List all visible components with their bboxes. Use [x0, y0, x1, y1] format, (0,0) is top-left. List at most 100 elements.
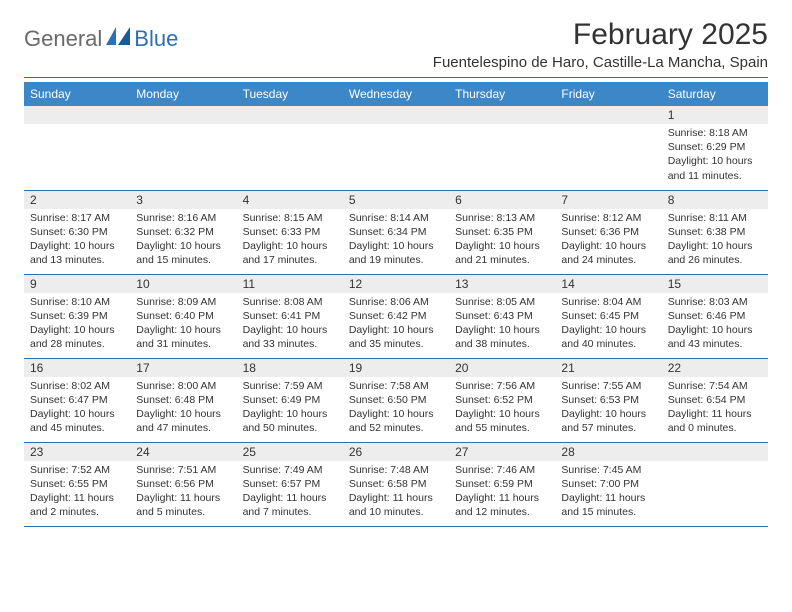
calendar-day-cell: 2Sunrise: 8:17 AMSunset: 6:30 PMDaylight…: [24, 190, 130, 274]
calendar-day-cell: 20Sunrise: 7:56 AMSunset: 6:52 PMDayligh…: [449, 358, 555, 442]
sunset-line: Sunset: 6:34 PM: [349, 225, 443, 239]
day-number: 16: [24, 359, 130, 377]
day-detail: Sunrise: 8:03 AMSunset: 6:46 PMDaylight:…: [662, 293, 768, 356]
day-number: 9: [24, 275, 130, 293]
sunset-line: Sunset: 6:40 PM: [136, 309, 230, 323]
daylight-line: Daylight: 10 hours and 15 minutes.: [136, 239, 230, 267]
sunrise-line: Sunrise: 7:49 AM: [243, 463, 337, 477]
calendar-day-cell: [343, 106, 449, 190]
page-title: February 2025: [433, 18, 768, 52]
sunset-line: Sunset: 6:52 PM: [455, 393, 549, 407]
sunset-line: Sunset: 6:54 PM: [668, 393, 762, 407]
day-detail: Sunrise: 7:54 AMSunset: 6:54 PMDaylight:…: [662, 377, 768, 440]
sunset-line: Sunset: 6:38 PM: [668, 225, 762, 239]
calendar-page: General Blue February 2025 Fuentelespino…: [0, 0, 792, 527]
calendar-day-cell: 5Sunrise: 8:14 AMSunset: 6:34 PMDaylight…: [343, 190, 449, 274]
logo: General Blue: [24, 26, 178, 52]
day-number: 17: [130, 359, 236, 377]
sunrise-line: Sunrise: 8:05 AM: [455, 295, 549, 309]
daylight-line: Daylight: 11 hours and 0 minutes.: [668, 407, 762, 435]
day-number: 5: [343, 191, 449, 209]
day-number-empty: [237, 106, 343, 124]
calendar-day-cell: 17Sunrise: 8:00 AMSunset: 6:48 PMDayligh…: [130, 358, 236, 442]
calendar-day-cell: [449, 106, 555, 190]
calendar-day-cell: 13Sunrise: 8:05 AMSunset: 6:43 PMDayligh…: [449, 274, 555, 358]
day-number: 6: [449, 191, 555, 209]
sunrise-line: Sunrise: 8:06 AM: [349, 295, 443, 309]
sunset-line: Sunset: 6:50 PM: [349, 393, 443, 407]
day-number: 8: [662, 191, 768, 209]
title-block: February 2025 Fuentelespino de Haro, Cas…: [433, 18, 768, 71]
daylight-line: Daylight: 10 hours and 40 minutes.: [561, 323, 655, 351]
calendar-day-cell: 6Sunrise: 8:13 AMSunset: 6:35 PMDaylight…: [449, 190, 555, 274]
sunrise-line: Sunrise: 8:00 AM: [136, 379, 230, 393]
calendar-day-cell: 9Sunrise: 8:10 AMSunset: 6:39 PMDaylight…: [24, 274, 130, 358]
daylight-line: Daylight: 10 hours and 19 minutes.: [349, 239, 443, 267]
sunset-line: Sunset: 6:48 PM: [136, 393, 230, 407]
calendar-table: Sunday Monday Tuesday Wednesday Thursday…: [24, 82, 768, 526]
day-detail: Sunrise: 7:55 AMSunset: 6:53 PMDaylight:…: [555, 377, 661, 440]
day-number: 27: [449, 443, 555, 461]
day-number: 7: [555, 191, 661, 209]
calendar-day-cell: 25Sunrise: 7:49 AMSunset: 6:57 PMDayligh…: [237, 442, 343, 526]
sunrise-line: Sunrise: 8:13 AM: [455, 211, 549, 225]
calendar-day-cell: 8Sunrise: 8:11 AMSunset: 6:38 PMDaylight…: [662, 190, 768, 274]
calendar-day-cell: 27Sunrise: 7:46 AMSunset: 6:59 PMDayligh…: [449, 442, 555, 526]
sunset-line: Sunset: 6:29 PM: [668, 140, 762, 154]
daylight-line: Daylight: 10 hours and 33 minutes.: [243, 323, 337, 351]
calendar-day-cell: [237, 106, 343, 190]
sunset-line: Sunset: 6:32 PM: [136, 225, 230, 239]
day-number-empty: [130, 106, 236, 124]
day-detail: Sunrise: 7:59 AMSunset: 6:49 PMDaylight:…: [237, 377, 343, 440]
sunset-line: Sunset: 6:46 PM: [668, 309, 762, 323]
sunrise-line: Sunrise: 7:56 AM: [455, 379, 549, 393]
day-detail: Sunrise: 8:04 AMSunset: 6:45 PMDaylight:…: [555, 293, 661, 356]
day-number: 26: [343, 443, 449, 461]
sunrise-line: Sunrise: 7:54 AM: [668, 379, 762, 393]
day-detail: Sunrise: 8:08 AMSunset: 6:41 PMDaylight:…: [237, 293, 343, 356]
weekday-header: Wednesday: [343, 82, 449, 106]
daylight-line: Daylight: 11 hours and 2 minutes.: [30, 491, 124, 519]
sunrise-line: Sunrise: 8:17 AM: [30, 211, 124, 225]
calendar-day-cell: [555, 106, 661, 190]
calendar-week-row: 16Sunrise: 8:02 AMSunset: 6:47 PMDayligh…: [24, 358, 768, 442]
sunset-line: Sunset: 6:53 PM: [561, 393, 655, 407]
day-detail: Sunrise: 8:17 AMSunset: 6:30 PMDaylight:…: [24, 209, 130, 272]
sunrise-line: Sunrise: 8:10 AM: [30, 295, 124, 309]
day-number: 2: [24, 191, 130, 209]
day-detail: Sunrise: 8:15 AMSunset: 6:33 PMDaylight:…: [237, 209, 343, 272]
sunrise-line: Sunrise: 8:03 AM: [668, 295, 762, 309]
calendar-day-cell: 1Sunrise: 8:18 AMSunset: 6:29 PMDaylight…: [662, 106, 768, 190]
daylight-line: Daylight: 10 hours and 21 minutes.: [455, 239, 549, 267]
calendar-day-cell: 16Sunrise: 8:02 AMSunset: 6:47 PMDayligh…: [24, 358, 130, 442]
day-detail: Sunrise: 8:14 AMSunset: 6:34 PMDaylight:…: [343, 209, 449, 272]
calendar-day-cell: 26Sunrise: 7:48 AMSunset: 6:58 PMDayligh…: [343, 442, 449, 526]
day-detail: Sunrise: 8:02 AMSunset: 6:47 PMDaylight:…: [24, 377, 130, 440]
sunset-line: Sunset: 6:47 PM: [30, 393, 124, 407]
day-number: 4: [237, 191, 343, 209]
daylight-line: Daylight: 10 hours and 11 minutes.: [668, 154, 762, 182]
sunrise-line: Sunrise: 8:15 AM: [243, 211, 337, 225]
calendar-day-cell: [24, 106, 130, 190]
calendar-day-cell: 12Sunrise: 8:06 AMSunset: 6:42 PMDayligh…: [343, 274, 449, 358]
calendar-week-row: 2Sunrise: 8:17 AMSunset: 6:30 PMDaylight…: [24, 190, 768, 274]
day-detail: Sunrise: 8:06 AMSunset: 6:42 PMDaylight:…: [343, 293, 449, 356]
calendar-day-cell: 19Sunrise: 7:58 AMSunset: 6:50 PMDayligh…: [343, 358, 449, 442]
daylight-line: Daylight: 10 hours and 43 minutes.: [668, 323, 762, 351]
sunset-line: Sunset: 6:55 PM: [30, 477, 124, 491]
day-detail: Sunrise: 8:10 AMSunset: 6:39 PMDaylight:…: [24, 293, 130, 356]
day-detail: Sunrise: 7:56 AMSunset: 6:52 PMDaylight:…: [449, 377, 555, 440]
day-number-empty: [555, 106, 661, 124]
daylight-line: Daylight: 10 hours and 26 minutes.: [668, 239, 762, 267]
logo-text-blue: Blue: [134, 26, 178, 52]
weekday-header: Friday: [555, 82, 661, 106]
day-detail: Sunrise: 7:51 AMSunset: 6:56 PMDaylight:…: [130, 461, 236, 524]
sunrise-line: Sunrise: 7:52 AM: [30, 463, 124, 477]
day-number: 28: [555, 443, 661, 461]
calendar-day-cell: [662, 442, 768, 526]
sunset-line: Sunset: 6:36 PM: [561, 225, 655, 239]
sunrise-line: Sunrise: 8:18 AM: [668, 126, 762, 140]
calendar-day-cell: 21Sunrise: 7:55 AMSunset: 6:53 PMDayligh…: [555, 358, 661, 442]
daylight-line: Daylight: 10 hours and 38 minutes.: [455, 323, 549, 351]
sunset-line: Sunset: 6:42 PM: [349, 309, 443, 323]
